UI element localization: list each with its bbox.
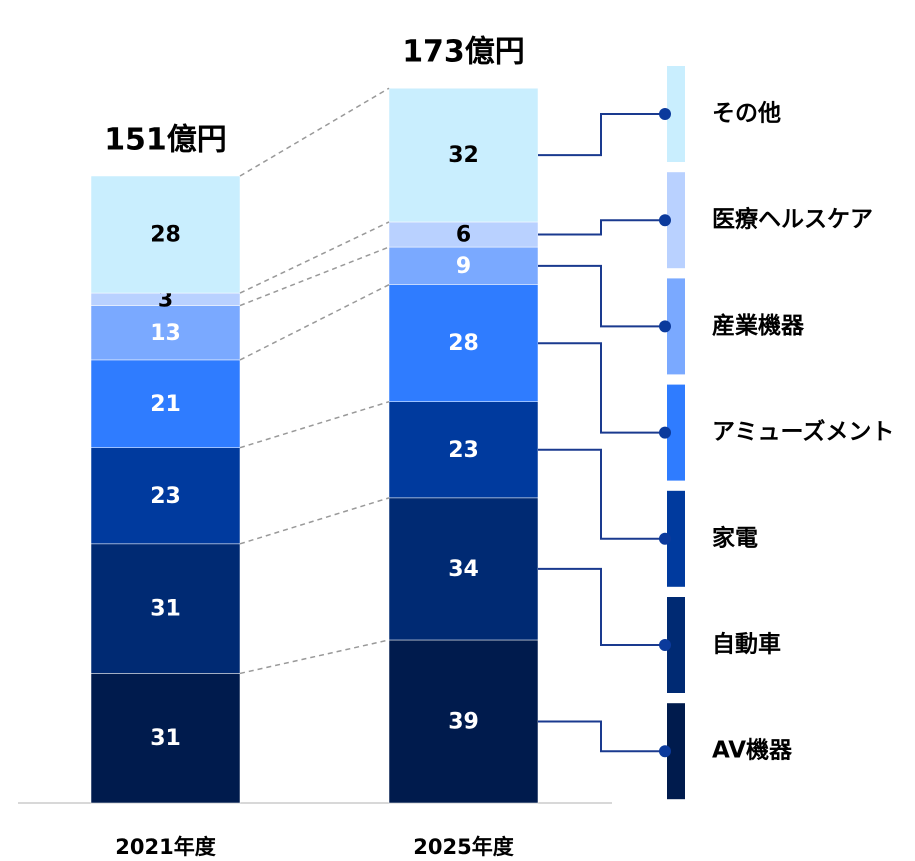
legend-dot: [659, 320, 671, 333]
bar-segment: [90, 359, 241, 448]
connector-dash: [239, 284, 390, 361]
legend-label: 医療ヘルスケア: [712, 206, 873, 233]
bar-segment: [90, 447, 241, 545]
value-label: 31: [150, 726, 181, 751]
legend-label: その他: [712, 101, 781, 127]
value-label: 39: [448, 709, 479, 734]
legend-leader: [538, 113, 665, 157]
legend-label: 産業機器: [712, 312, 805, 339]
connector-dash: [239, 221, 390, 294]
bar-segment: [388, 284, 539, 402]
legend-leader: [538, 448, 665, 540]
bar-segment: [90, 673, 241, 804]
value-label: 9: [456, 254, 471, 279]
connector-dash: [239, 497, 390, 545]
connector-dash: [239, 401, 390, 449]
legend-swatch: [667, 172, 685, 269]
value-label: 13: [150, 321, 181, 346]
x-tick-label: 2025年度: [413, 835, 513, 859]
bar-segment: [388, 246, 539, 285]
legend-swatch: [667, 597, 685, 693]
legend-leader: [538, 219, 665, 236]
legend-leader: [538, 342, 665, 434]
legend-dot: [659, 745, 671, 758]
x-tick-label: 2021年度: [115, 835, 215, 859]
value-label: 23: [448, 438, 479, 463]
total-label: 173億円: [402, 35, 525, 70]
value-label: 34: [448, 557, 479, 582]
value-label: 21: [150, 392, 181, 417]
legend-swatch: [667, 384, 685, 481]
bar-segment: [388, 401, 539, 499]
connector-dash: [239, 246, 390, 307]
legend-swatch: [667, 66, 685, 162]
legend-swatch: [667, 278, 685, 375]
legend-label: アミューズメント: [712, 418, 894, 445]
bar-segment: [90, 175, 241, 294]
bar-segment: [90, 543, 241, 674]
legend-dot: [659, 532, 671, 545]
value-label: 23: [150, 484, 181, 509]
legend-dot: [659, 214, 671, 227]
bar-segment: [388, 497, 539, 641]
value-label: 28: [150, 223, 181, 248]
legend-swatch: [667, 703, 685, 800]
legend-label: AV機器: [712, 738, 793, 764]
value-label: 6: [456, 223, 471, 248]
connector-dash: [239, 87, 390, 177]
legend-label: 家電: [712, 524, 758, 551]
value-label: 3: [158, 287, 173, 312]
value-label: 28: [448, 331, 479, 356]
legend-swatch: [667, 490, 685, 587]
legend-label: 自動車: [712, 631, 781, 658]
legend-dot: [659, 639, 671, 651]
legend-leader: [538, 567, 665, 646]
legend-leader: [538, 720, 665, 753]
total-label: 151億円: [104, 123, 227, 158]
legend-dot: [659, 108, 671, 120]
bar-segment: [388, 639, 539, 804]
legend-dot: [659, 426, 671, 439]
legend-leader: [538, 264, 665, 328]
value-label: 31: [150, 597, 181, 622]
connector-dash: [239, 639, 390, 675]
value-label: 32: [448, 143, 479, 168]
bar-segment: [388, 87, 539, 223]
bar-segment: [90, 305, 241, 361]
bar-segment: [388, 221, 539, 248]
